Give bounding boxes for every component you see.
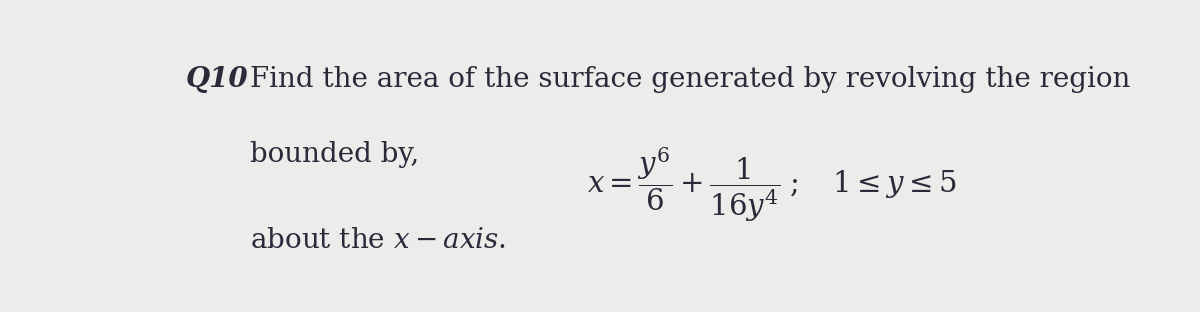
Text: Find the area of the surface generated by revolving the region: Find the area of the surface generated b… bbox=[250, 66, 1130, 93]
Text: about the $x-axis$.: about the $x-axis$. bbox=[250, 227, 505, 254]
Text: bounded by,: bounded by, bbox=[250, 141, 419, 168]
Text: $x = \dfrac{y^6}{6} + \dfrac{1}{16y^4} \;; \quad 1 \leq y \leq 5$: $x = \dfrac{y^6}{6} + \dfrac{1}{16y^4} \… bbox=[587, 146, 956, 224]
Text: Q10: Q10 bbox=[185, 66, 248, 93]
